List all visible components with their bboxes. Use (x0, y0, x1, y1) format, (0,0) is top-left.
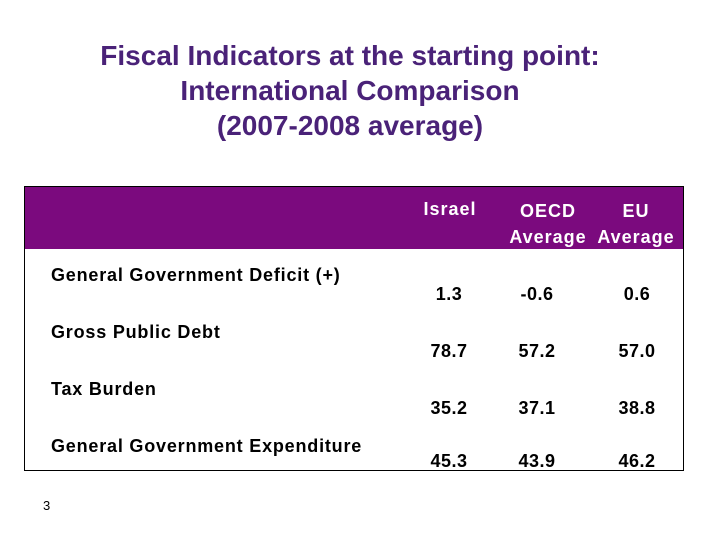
slide-title: Fiscal Indicators at the starting point:… (0, 38, 700, 143)
cell-tax-oecd: 37.1 (518, 398, 556, 418)
title-line-2: International Comparison (180, 75, 520, 106)
column-header-line-1: EU (622, 201, 650, 221)
title-line-3: (2007-2008 average) (216, 110, 484, 141)
cell-debt-oecd: 57.2 (518, 341, 556, 361)
row-label-expenditure: General Government Expenditure (51, 436, 363, 456)
cell-tax-eu: 38.8 (618, 398, 656, 418)
fiscal-indicators-table: Israel OECD Average EU Average General G… (24, 186, 684, 471)
table-header: Israel OECD Average EU Average (25, 187, 683, 249)
column-header-israel: Israel (410, 196, 490, 222)
cell-debt-eu: 57.0 (618, 341, 656, 361)
column-header-line-2: Average (597, 227, 675, 247)
cell-deficit-eu: 0.6 (623, 284, 651, 304)
row-label-tax-burden: Tax Burden (51, 379, 157, 399)
cell-deficit-oecd: -0.6 (520, 284, 554, 304)
page-number: 3 (43, 498, 51, 513)
column-header-oecd: OECD Average (498, 198, 598, 250)
column-header-line-1: OECD (519, 201, 576, 221)
cell-debt-israel: 78.7 (430, 341, 468, 361)
cell-expenditure-oecd: 43.9 (518, 451, 556, 471)
cell-expenditure-eu: 46.2 (618, 451, 656, 471)
row-label-deficit: General Government Deficit (+) (51, 265, 341, 285)
cell-deficit-israel: 1.3 (435, 284, 463, 304)
column-header-line-2: Israel (423, 199, 477, 219)
title-line-1: Fiscal Indicators at the starting point: (100, 40, 600, 71)
column-header-eu: EU Average (591, 198, 681, 250)
row-label-debt: Gross Public Debt (51, 322, 221, 342)
column-header-line-2: Average (509, 227, 587, 247)
cell-expenditure-israel: 45.3 (430, 451, 468, 471)
cell-tax-israel: 35.2 (430, 398, 468, 418)
